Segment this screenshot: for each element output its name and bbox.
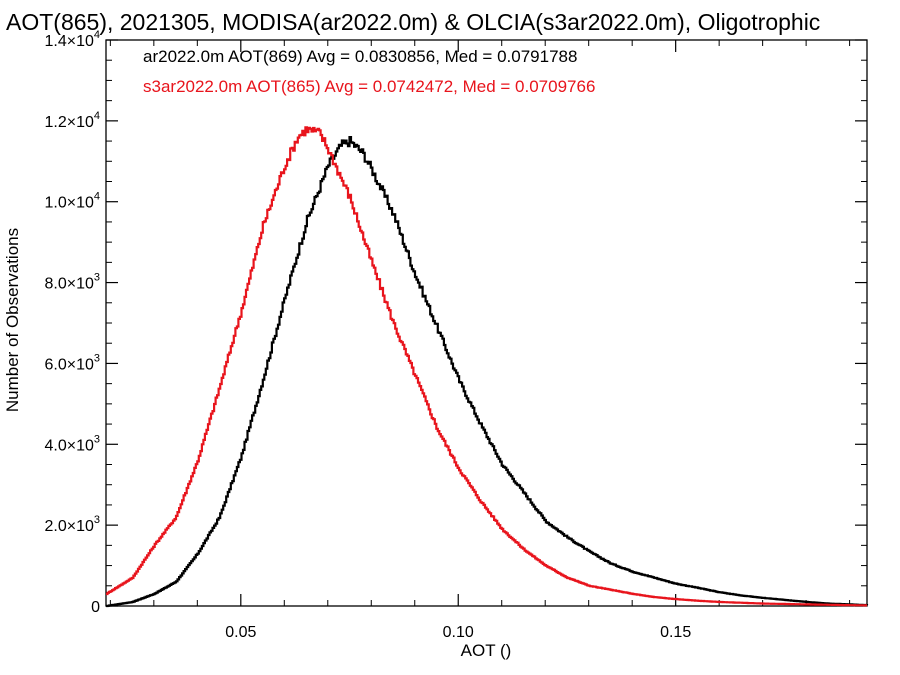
y-tick-label: 1.4×104 <box>44 29 100 50</box>
y-axis-ticks: 02.0×1034.0×1036.0×1038.0×1031.0×1041.2×… <box>44 29 867 616</box>
y-tick-label-mantissa: 1.4×10 <box>44 33 93 50</box>
y-tick-label: 1.0×104 <box>44 191 100 212</box>
y-tick-label-mantissa: 8.0×10 <box>44 276 93 293</box>
y-tick-label-exponent: 4 <box>94 191 100 203</box>
y-tick-label-mantissa: 1.2×10 <box>44 114 93 131</box>
y-tick-label: 1.2×104 <box>44 110 100 131</box>
y-tick-label-mantissa: 4.0×10 <box>44 437 93 454</box>
x-tick-label: 0.15 <box>660 624 691 641</box>
y-tick-label-mantissa: 6.0×10 <box>44 356 93 373</box>
y-tick-label: 0 <box>91 599 100 616</box>
y-tick-label-exponent: 4 <box>94 29 100 41</box>
annotation-red: s3ar2022.0m AOT(865) Avg = 0.0742472, Me… <box>143 77 595 96</box>
y-tick-label-exponent: 4 <box>94 110 100 122</box>
x-tick-label: 0.10 <box>443 624 474 641</box>
x-axis-label: AOT () <box>461 641 512 660</box>
y-tick-label-mantissa: 0 <box>91 599 100 616</box>
y-tick-label-exponent: 3 <box>94 514 100 526</box>
y-tick-label-exponent: 3 <box>94 433 100 445</box>
chart-title: AOT(865), 2021305, MODISA(ar2022.0m) & O… <box>6 9 820 35</box>
y-tick-label: 6.0×103 <box>44 352 100 373</box>
series-line-1 <box>106 126 867 607</box>
y-axis-label: Number of Observations <box>3 228 22 412</box>
y-tick-label-exponent: 3 <box>94 272 100 284</box>
series-layer <box>106 126 869 608</box>
y-tick-label-mantissa: 2.0×10 <box>44 518 93 535</box>
x-tick-label: 0.05 <box>225 624 256 641</box>
y-tick-label: 8.0×103 <box>44 272 100 293</box>
y-tick-label-exponent: 3 <box>94 352 100 364</box>
y-tick-label: 2.0×103 <box>44 514 100 535</box>
y-tick-label: 4.0×103 <box>44 433 100 454</box>
x-axis-ticks: 0.05 0.10 0.15 <box>109 40 851 641</box>
series-line-0 <box>106 136 869 608</box>
annotation-black: ar2022.0m AOT(869) Avg = 0.0830856, Med … <box>143 47 577 66</box>
plot-frame <box>105 39 868 607</box>
y-tick-label-mantissa: 1.0×10 <box>44 195 93 212</box>
